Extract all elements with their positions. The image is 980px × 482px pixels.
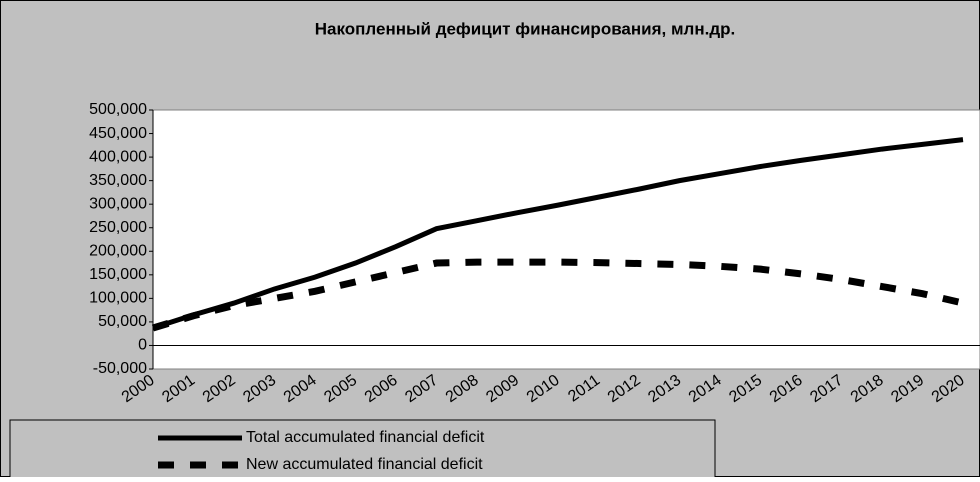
y-tick-label: 450,000 <box>89 125 147 142</box>
chart-title: Накопленный дефицит финансирования, млн.… <box>315 19 735 38</box>
y-tick-label: 500,000 <box>89 101 147 118</box>
y-tick-label: 50,000 <box>98 313 147 330</box>
series-line <box>151 258 964 332</box>
legend-label: Total accumulated financial deficit <box>246 429 485 446</box>
plot-area <box>152 109 980 370</box>
y-tick-label: 100,000 <box>89 290 147 307</box>
y-tick-label: 200,000 <box>89 242 147 259</box>
y-tick-label: -50,000 <box>93 360 147 377</box>
y-tick-label: 250,000 <box>89 219 147 236</box>
y-tick-label: 350,000 <box>89 172 147 189</box>
y-tick-label: 400,000 <box>89 148 147 165</box>
y-tick-label: 300,000 <box>89 195 147 212</box>
legend-label: New accumulated financial deficit <box>246 456 483 473</box>
y-tick-label: 150,000 <box>89 266 147 283</box>
legend <box>9 419 716 481</box>
series-line <box>152 137 964 331</box>
y-tick-label: 0 <box>138 337 147 354</box>
